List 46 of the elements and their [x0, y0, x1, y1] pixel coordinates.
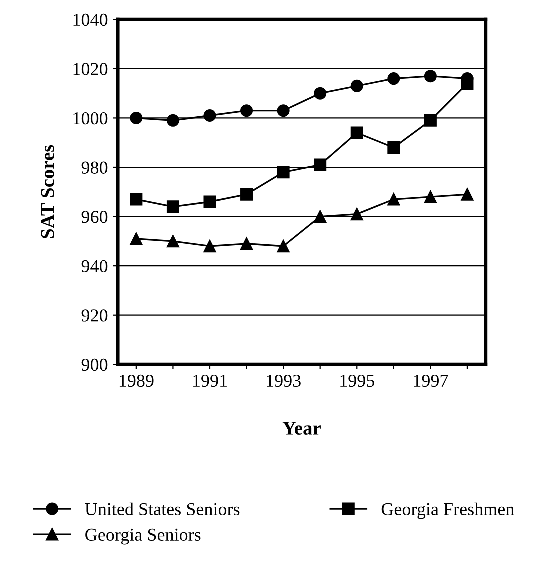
point — [204, 109, 216, 122]
point — [350, 126, 364, 140]
y-tick-label: 900 — [82, 358, 108, 372]
point — [424, 114, 437, 127]
y-tick-label: 920 — [82, 310, 108, 322]
point — [350, 80, 364, 92]
legend-label: United States Seniors — [85, 502, 240, 516]
point — [277, 240, 290, 253]
y-axis-title: SAT Scores — [41, 145, 54, 238]
point — [204, 196, 216, 208]
point — [130, 193, 143, 206]
point — [130, 112, 143, 124]
point — [240, 188, 254, 201]
point — [240, 104, 254, 118]
point — [166, 114, 180, 127]
y-tick-label: 980 — [82, 162, 108, 174]
point — [388, 142, 400, 154]
point — [204, 240, 216, 253]
point — [277, 104, 290, 118]
point — [166, 235, 180, 248]
point — [314, 210, 327, 224]
y-tick-label: 960 — [82, 211, 108, 224]
point — [350, 208, 364, 221]
point — [388, 72, 400, 86]
point — [461, 188, 474, 201]
y-tick-label: 1040 — [74, 14, 108, 26]
legend-label: Georgia Seniors — [86, 528, 201, 545]
legend-label: Georgia Freshmen — [382, 502, 514, 520]
point — [388, 193, 400, 206]
point — [166, 200, 180, 214]
y-tick-label: 940 — [82, 260, 108, 273]
x-tick-label: 1997 — [414, 374, 448, 388]
x-tick-label: 1989 — [120, 374, 154, 388]
point — [424, 70, 437, 83]
point — [240, 238, 254, 250]
y-tick-label: 1020 — [74, 63, 108, 76]
point — [424, 190, 437, 204]
x-tick-label: 1995 — [340, 374, 374, 388]
point — [277, 166, 290, 179]
x-axis-title: Year — [282, 422, 321, 435]
point — [314, 87, 327, 100]
x-tick-label: 1993 — [267, 374, 301, 388]
x-tick-label: 1991 — [194, 374, 227, 388]
point — [314, 158, 327, 172]
point — [130, 232, 143, 246]
y-tick-label: 1000 — [74, 112, 108, 125]
